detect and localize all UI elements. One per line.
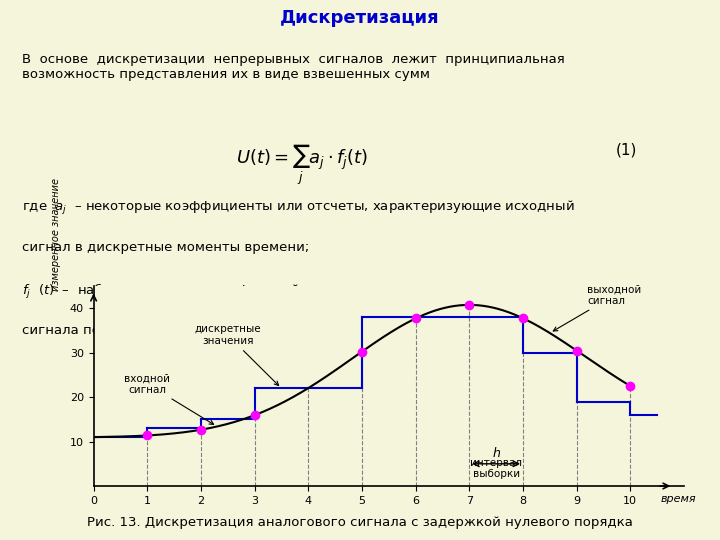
Text: $f_j$  ($t$)  –  набор  элементарных  функций,  используемых  при  восстановлени: $f_j$ ($t$) – набор элементарных функций… [22, 282, 569, 301]
Text: Дискретизация: Дискретизация [280, 9, 440, 27]
Text: $U(t) = \sum_j a_j \cdot f_j(t)$: $U(t) = \sum_j a_j \cdot f_j(t)$ [236, 143, 369, 187]
Text: Рис. 13. Дискретизация аналогового сигнала с задержкой нулевого порядка: Рис. 13. Дискретизация аналогового сигна… [87, 516, 633, 529]
Text: (1): (1) [616, 143, 637, 158]
Text: сигнала по его отсчетам: сигнала по его отсчетам [22, 324, 197, 337]
Text: интервал
выборки: интервал выборки [470, 457, 522, 479]
Text: В  основе  дискретизации  непрерывных  сигналов  лежит  принципиальная
возможнос: В основе дискретизации непрерывных сигна… [22, 53, 564, 82]
Text: дискретные
значения: дискретные значения [194, 325, 279, 386]
Text: входной
сигнал: входной сигнал [125, 373, 214, 424]
Text: h: h [492, 447, 500, 460]
Text: сигнал в дискретные моменты времени;: сигнал в дискретные моменты времени; [22, 241, 309, 254]
Text: измеренное значение: измеренное значение [51, 178, 61, 291]
Text: выходной
сигнал: выходной сигнал [553, 285, 642, 331]
Text: где  $a_j$  – некоторые коэффициенты или отсчеты, характеризующие исходный: где $a_j$ – некоторые коэффициенты или о… [22, 199, 574, 217]
Text: время: время [661, 494, 696, 503]
